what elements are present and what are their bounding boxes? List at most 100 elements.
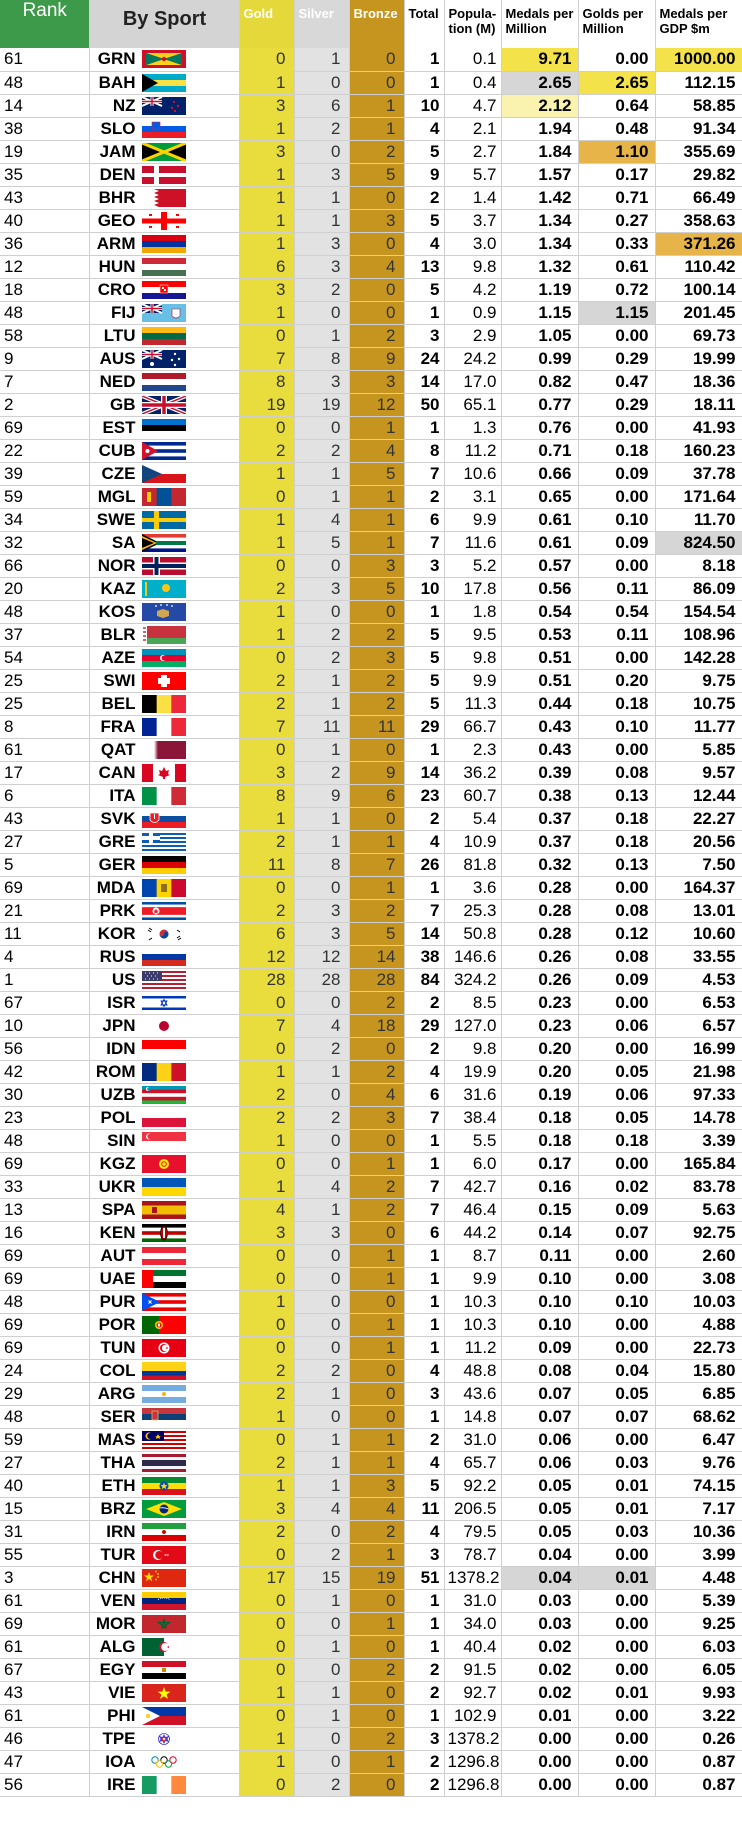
gold-cell: 1 bbox=[239, 1290, 295, 1314]
bronze-cell: 1 bbox=[349, 1428, 405, 1452]
population-cell: 3.1 bbox=[444, 485, 502, 509]
puerto-rico-flag-icon bbox=[141, 1292, 186, 1311]
medals-per-million-cell: 0.82 bbox=[501, 370, 579, 394]
medals-per-gdp-cell: 91.34 bbox=[655, 117, 742, 141]
table-row: 69 UAE 0 0 1 1 9.9 0.10 0.00 3.08 bbox=[0, 1267, 742, 1291]
country-code: COL bbox=[99, 1360, 136, 1380]
table-row: 4 RUS 12 12 14 38 146.6 0.26 0.08 33.55 bbox=[0, 945, 742, 969]
silver-header[interactable]: Silver bbox=[294, 0, 350, 48]
medals-per-million-cell: 0.37 bbox=[501, 807, 579, 831]
medals-per-million-header[interactable]: Medals per Million bbox=[501, 0, 579, 48]
population-cell: 6.0 bbox=[444, 1152, 502, 1176]
gold-cell: 1 bbox=[239, 531, 295, 555]
total-cell: 29 bbox=[404, 715, 445, 739]
medals-per-million-cell: 0.03 bbox=[501, 1589, 579, 1613]
total-cell: 1 bbox=[404, 1336, 445, 1360]
total-cell: 1 bbox=[404, 48, 445, 72]
table-row: 37 BLR 1 2 2 5 9.5 0.53 0.11 108.96 bbox=[0, 623, 742, 647]
table-row: 61 QAT 0 1 0 1 2.3 0.43 0.00 5.85 bbox=[0, 738, 742, 762]
rank-cell: 48 bbox=[0, 600, 90, 624]
golds-per-million-cell: 0.08 bbox=[578, 899, 656, 923]
bronze-cell: 0 bbox=[349, 807, 405, 831]
golds-per-million-cell: 1.15 bbox=[578, 301, 656, 325]
medals-per-million-cell: 0.57 bbox=[501, 554, 579, 578]
medals-per-gdp-cell: 3.22 bbox=[655, 1704, 742, 1728]
gold-cell: 12 bbox=[239, 945, 295, 969]
medals-per-gdp-cell: 29.82 bbox=[655, 163, 742, 187]
total-cell: 3 bbox=[404, 1543, 445, 1567]
population-cell: 34.0 bbox=[444, 1612, 502, 1636]
population-header[interactable]: Popula-tion (M) bbox=[444, 0, 502, 48]
rank-cell: 40 bbox=[0, 209, 90, 233]
medals-per-million-cell: 1.15 bbox=[501, 301, 579, 325]
golds-per-million-header[interactable]: Golds per Million bbox=[578, 0, 656, 48]
table-row: 11 KOR 6 3 5 14 50.8 0.28 0.12 10.60 bbox=[0, 922, 742, 946]
golds-per-million-cell: 0.29 bbox=[578, 347, 656, 371]
bronze-header[interactable]: Bronze bbox=[349, 0, 405, 48]
country-code: FIJ bbox=[110, 302, 136, 322]
italy-flag-icon bbox=[141, 786, 186, 805]
golds-per-million-cell: 0.05 bbox=[578, 1060, 656, 1084]
medals-per-gdp-header[interactable]: Medals per GDP $m bbox=[655, 0, 742, 48]
country-cell: SWI bbox=[89, 669, 240, 693]
brazil-flag-icon bbox=[141, 1499, 186, 1518]
table-row: 33 UKR 1 4 2 7 42.7 0.16 0.02 83.78 bbox=[0, 1175, 742, 1199]
gold-cell: 2 bbox=[239, 439, 295, 463]
medals-per-million-cell: 9.71 bbox=[501, 48, 579, 72]
medals-per-million-cell: 1.42 bbox=[501, 186, 579, 210]
medals-per-million-cell: 0.23 bbox=[501, 991, 579, 1015]
total-cell: 2 bbox=[404, 1428, 445, 1452]
rank-cell: 38 bbox=[0, 117, 90, 141]
rank-cell: 48 bbox=[0, 301, 90, 325]
silver-cell: 19 bbox=[294, 393, 350, 417]
medals-per-gdp-cell: 11.77 bbox=[655, 715, 742, 739]
table-row: 35 DEN 1 3 5 9 5.7 1.57 0.17 29.82 bbox=[0, 163, 742, 187]
country-cell: TUN bbox=[89, 1336, 240, 1360]
gold-cell: 1 bbox=[239, 1175, 295, 1199]
north-korea-flag-icon bbox=[141, 901, 186, 920]
golds-per-million-cell: 0.00 bbox=[578, 1635, 656, 1659]
total-header[interactable]: Total bbox=[404, 0, 445, 48]
population-cell: 2.7 bbox=[444, 140, 502, 164]
medals-per-million-cell: 0.26 bbox=[501, 968, 579, 992]
silver-cell: 1 bbox=[294, 738, 350, 762]
country-cell: COL bbox=[89, 1359, 240, 1383]
country-code: IDN bbox=[106, 1038, 136, 1058]
sweden-flag-icon bbox=[141, 510, 186, 529]
table-row: 69 TUN 0 0 1 1 11.2 0.09 0.00 22.73 bbox=[0, 1336, 742, 1360]
population-cell: 36.2 bbox=[444, 761, 502, 785]
gold-cell: 1 bbox=[239, 623, 295, 647]
country-code: JPN bbox=[102, 1015, 136, 1035]
total-cell: 4 bbox=[404, 1060, 445, 1084]
total-cell: 1 bbox=[404, 1290, 445, 1314]
rank-cell: 25 bbox=[0, 692, 90, 716]
gold-cell: 0 bbox=[239, 1589, 295, 1613]
rank-header[interactable]: Rank bbox=[0, 0, 90, 48]
table-row: 2 GB 19 19 12 50 65.1 0.77 0.29 18.11 bbox=[0, 393, 742, 417]
israel-flag-icon bbox=[141, 993, 186, 1012]
spain-flag-icon bbox=[141, 1200, 186, 1219]
silver-cell: 3 bbox=[294, 163, 350, 187]
medals-per-gdp-cell: 69.73 bbox=[655, 324, 742, 348]
medals-per-million-cell: 0.04 bbox=[501, 1566, 579, 1590]
country-code: SLO bbox=[100, 118, 136, 138]
by-sport-header[interactable]: By Sport bbox=[89, 0, 240, 48]
table-row: 69 MDA 0 0 1 1 3.6 0.28 0.00 164.37 bbox=[0, 876, 742, 900]
silver-cell: 1 bbox=[294, 1704, 350, 1728]
golds-per-million-cell: 0.04 bbox=[578, 1359, 656, 1383]
total-cell: 4 bbox=[404, 117, 445, 141]
rank-cell: 69 bbox=[0, 1152, 90, 1176]
golds-per-million-cell: 0.00 bbox=[578, 324, 656, 348]
table-row: 12 HUN 6 3 4 13 9.8 1.32 0.61 110.42 bbox=[0, 255, 742, 279]
silver-cell: 1 bbox=[294, 1428, 350, 1452]
gold-cell: 2 bbox=[239, 899, 295, 923]
silver-cell: 11 bbox=[294, 715, 350, 739]
population-cell: 9.8 bbox=[444, 646, 502, 670]
country-code: GRE bbox=[98, 831, 136, 851]
total-cell: 1 bbox=[404, 71, 445, 95]
total-cell: 5 bbox=[404, 140, 445, 164]
gold-header[interactable]: Gold bbox=[239, 0, 295, 48]
tunisia-flag-icon bbox=[141, 1338, 186, 1357]
silver-cell: 2 bbox=[294, 1037, 350, 1061]
rank-cell: 23 bbox=[0, 1106, 90, 1130]
